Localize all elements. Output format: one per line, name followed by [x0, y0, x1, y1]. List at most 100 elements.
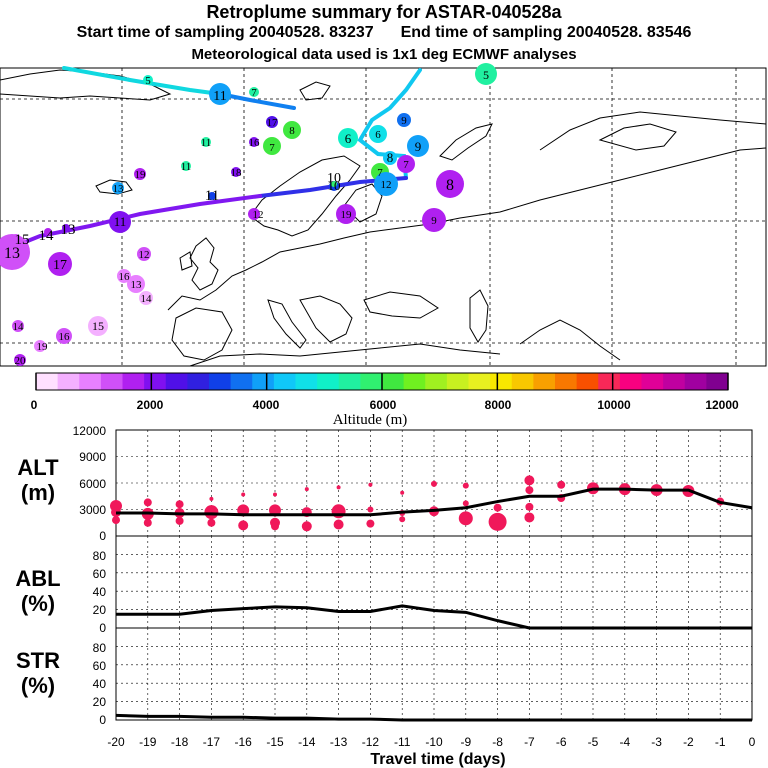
colorbar-segment — [533, 373, 556, 390]
altitude-cluster-point — [301, 521, 312, 532]
colorbar-segment — [360, 373, 383, 390]
colorbar-segment — [555, 373, 578, 390]
coastline-balkans — [299, 295, 353, 343]
altitude-cluster-point — [304, 487, 309, 492]
end-value: 20040528. 83546 — [566, 24, 692, 41]
altitude-cluster-point — [524, 475, 535, 486]
altitude-cluster-point — [462, 500, 469, 507]
y-tick-label: 9000 — [79, 450, 106, 464]
altitude-cluster-point — [367, 506, 374, 513]
y-tick-label: 3000 — [79, 503, 106, 517]
str-series — [115, 713, 752, 722]
cluster-label: 15 — [92, 319, 104, 333]
colorbar-segment — [273, 373, 296, 390]
panel-gridlines — [116, 430, 752, 720]
cluster-marker — [112, 182, 124, 194]
x-tick-label: -14 — [298, 735, 316, 749]
coastline-iberia — [171, 307, 233, 361]
colorbar-segment — [490, 373, 513, 390]
str-unit: (%) — [21, 673, 55, 698]
cluster-marker — [422, 208, 446, 232]
cluster-marker — [331, 181, 337, 187]
chart-title: Retroplume summary for ASTAR-040528a — [206, 2, 562, 22]
cluster-marker — [266, 116, 278, 128]
cluster-marker — [44, 228, 52, 236]
cluster-label: 19 — [37, 341, 49, 353]
str-line — [115, 713, 752, 722]
cluster-marker — [109, 211, 131, 233]
cluster-marker — [127, 275, 145, 293]
cluster-marker — [117, 269, 131, 283]
x-tick-label: -8 — [492, 735, 503, 749]
y-tick-label: 80 — [93, 549, 107, 563]
altitude-cluster-point — [175, 500, 184, 509]
cluster-marker — [248, 208, 260, 220]
colorbar-segment — [619, 373, 642, 390]
x-tick-label: 0 — [749, 735, 756, 749]
cluster-label: 20 — [15, 355, 27, 367]
cluster-label: 13 — [61, 222, 76, 238]
x-tick-label: -18 — [171, 735, 189, 749]
str-y-ticks: 0 20 40 60 80 — [93, 641, 107, 727]
y-tick-label: 12000 — [73, 424, 107, 438]
cluster-label: 11 — [201, 137, 212, 149]
altitude-cluster-point — [207, 518, 216, 527]
cluster-label: 6 — [375, 129, 381, 141]
altitude-cluster-point — [431, 480, 437, 487]
trajectory-line-upper — [357, 68, 422, 180]
y-tick-label: 60 — [93, 659, 107, 673]
colorbar-tick-labels: 0 2000 4000 6000 8000 10000 12000 — [31, 398, 739, 412]
colorbar-segment — [511, 373, 534, 390]
y-tick-label: 0 — [99, 621, 106, 635]
y-tick-label: 0 — [99, 713, 106, 727]
colorbar-segment — [403, 373, 426, 390]
trajectory-cluster-labels: 5 11 7 5 17 8 16 7 6 6 9 7 8 9 7 10 8 9 … — [4, 68, 489, 367]
altitude-cluster-point — [204, 505, 219, 520]
cluster-marker — [181, 161, 191, 171]
colorbar-segment — [144, 373, 167, 390]
coastline-scandinavia — [249, 155, 361, 237]
altitude-cluster-point — [493, 503, 502, 512]
x-tick-label: -15 — [266, 735, 284, 749]
coastline-finland — [343, 183, 383, 223]
alt-y-ticks: 0 3000 6000 9000 12000 — [73, 424, 107, 543]
panel-labels: ALT (m) ABL (%) STR (%) — [15, 455, 60, 698]
altitude-cluster-point — [175, 516, 184, 525]
colorbar-segment — [641, 373, 664, 390]
cluster-label: 5 — [145, 75, 151, 87]
cluster-marker — [436, 170, 464, 198]
altitude-cluster-point — [112, 516, 120, 525]
cluster-label: 16 — [249, 137, 261, 149]
altitude-cluster-point — [524, 512, 535, 523]
met-data-note: Meteorological data used is 1x1 deg ECMW… — [191, 46, 577, 63]
cluster-label: 11 — [213, 89, 226, 104]
x-tick-label: -9 — [460, 735, 471, 749]
coastline-europe — [167, 147, 767, 311]
cluster-label: 13 — [4, 245, 20, 262]
cluster-marker — [383, 151, 397, 165]
x-tick-label: -5 — [588, 735, 599, 749]
x-tick-label: -4 — [619, 735, 630, 749]
altitude-cluster-point — [525, 486, 534, 495]
colorbar-tick-label: 12000 — [705, 398, 739, 412]
colorbar-segment — [209, 373, 232, 390]
cluster-marker — [48, 252, 72, 276]
altitude-mean-series — [116, 487, 753, 517]
trajectory-line-north — [62, 66, 222, 96]
cluster-label: 13 — [113, 183, 125, 195]
colorbar-tick-label: 8000 — [485, 398, 512, 412]
cluster-marker — [208, 192, 216, 200]
colorbar-segment — [684, 373, 707, 390]
altitude-cluster-point — [241, 492, 246, 497]
cluster-marker — [283, 121, 301, 139]
colorbar-tick-label: 2000 — [137, 398, 164, 412]
cluster-label: 15 — [15, 232, 30, 248]
altitude-cluster-point — [238, 520, 249, 531]
colorbar-segment — [187, 373, 210, 390]
colorbar-segment — [79, 373, 102, 390]
altitude-cluster-point — [400, 490, 405, 495]
altitude-cluster-point — [525, 502, 534, 511]
cluster-marker — [143, 75, 153, 85]
colorbar-segment — [382, 373, 405, 390]
